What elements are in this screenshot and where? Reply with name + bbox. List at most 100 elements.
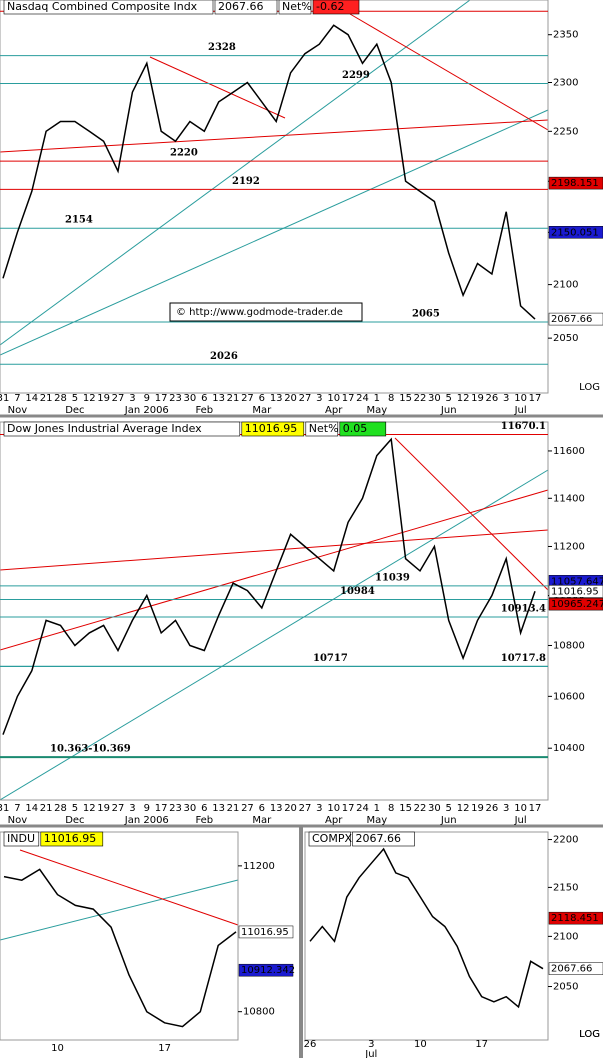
- level-label: 2065: [412, 308, 440, 319]
- price-tag-label: 10965.247: [551, 599, 603, 610]
- header-last-box: [40, 831, 104, 847]
- price-tag-label: 10912.342: [241, 965, 295, 976]
- x-tick-label: 17: [475, 1039, 488, 1050]
- x-month-label: Nov: [8, 815, 28, 826]
- x-tick-label: 15: [399, 803, 412, 814]
- x-tick-label: 13: [270, 393, 283, 404]
- x-tick-label: 10: [327, 803, 340, 814]
- x-tick-label: 20: [284, 803, 297, 814]
- x-tick-label: 19: [97, 803, 110, 814]
- header-last: 2067.66: [356, 832, 402, 845]
- x-tick-label: 28: [54, 803, 67, 814]
- price-tag-label: 11016.95: [241, 927, 289, 938]
- x-tick-label: 23: [169, 803, 182, 814]
- header-net-label: Net%: [282, 0, 312, 13]
- x-tick-label: 30: [184, 393, 197, 404]
- x-tick-label: 30: [428, 803, 441, 814]
- x-tick-label: 17: [155, 393, 168, 404]
- price-tag-label: 2067.66: [551, 314, 592, 325]
- price-tag-label: 2118.451: [551, 913, 599, 924]
- header-last-box: [241, 421, 305, 437]
- y-tick-label: 10800: [553, 640, 585, 651]
- x-tick-label: 26: [485, 393, 498, 404]
- x-tick-label: 10: [514, 393, 527, 404]
- x-tick-label: 8: [388, 803, 394, 814]
- header-title-box: [3, 831, 40, 847]
- price-tag-label: 2198.151: [551, 178, 599, 189]
- x-tick-label: 30: [184, 803, 197, 814]
- x-tick-label: 12: [457, 803, 470, 814]
- x-tick-label: 5: [72, 803, 78, 814]
- header-net-box: [312, 0, 360, 15]
- x-tick-label: 7: [14, 393, 20, 404]
- price-line: [309, 847, 544, 1009]
- x-tick-label: 6: [201, 803, 207, 814]
- price-tag: [548, 312, 603, 326]
- header-net-label: Net%: [309, 422, 339, 435]
- x-tick-label: 21: [227, 393, 240, 404]
- y-tick-label: 11200: [553, 541, 585, 552]
- price-tag: [548, 585, 603, 598]
- y-tick-label: 11200: [243, 861, 275, 872]
- x-tick-label: 21: [40, 393, 53, 404]
- y-tick-label: 10400: [553, 743, 585, 754]
- header-last-box: [214, 0, 278, 15]
- level-label: 10717.8: [501, 653, 546, 664]
- x-tick-label: 14: [25, 803, 38, 814]
- x-tick-label: 5: [446, 393, 452, 404]
- price-tag: [548, 226, 603, 239]
- y-tick-label: 2050: [553, 982, 578, 993]
- y-tick-label: 2200: [553, 835, 578, 846]
- price-tag: [548, 911, 603, 925]
- level-label: 10.363-10.369: [50, 744, 131, 755]
- y-tick-label: 10600: [553, 691, 585, 702]
- price-line: [2, 24, 536, 320]
- header-net: 0.05: [343, 422, 368, 435]
- x-month-label: Dec: [65, 815, 84, 826]
- level-label: 2154: [65, 215, 93, 226]
- x-tick-label: 17: [529, 393, 542, 404]
- x-tick-label: 9: [144, 393, 150, 404]
- x-tick-label: 27: [299, 803, 312, 814]
- x-tick-label: 12: [83, 803, 96, 814]
- x-tick-label: 6: [259, 803, 265, 814]
- x-month-label: Jan 2006: [124, 405, 169, 416]
- header-title: COMPX: [312, 832, 352, 845]
- x-tick-label: 17: [158, 1043, 171, 1054]
- x-tick-label: 22: [414, 803, 427, 814]
- scale-label: LOG: [579, 1029, 600, 1040]
- y-tick-label: 10800: [243, 1007, 275, 1018]
- plot-frame: [0, 831, 239, 1041]
- x-tick-label: 10: [51, 1043, 64, 1054]
- x-tick-label: 3: [368, 1039, 374, 1050]
- price-tag: [238, 925, 294, 939]
- x-tick-label: 3: [503, 393, 509, 404]
- price-tag-label: 11016.95: [551, 586, 599, 597]
- x-tick-label: 23: [169, 393, 182, 404]
- y-tick-label: 2100: [553, 280, 578, 291]
- x-month-label: May: [366, 405, 387, 416]
- level-label: 2220: [170, 148, 198, 159]
- x-month-label: Apr: [325, 815, 343, 826]
- x-tick-label: 5: [72, 393, 78, 404]
- header-last: 11016.95: [44, 832, 97, 845]
- x-month-label: Mar: [252, 815, 272, 826]
- x-tick-label: 6: [201, 393, 207, 404]
- x-tick-label: 27: [112, 803, 125, 814]
- x-tick-label: 24: [356, 393, 369, 404]
- y-tick-label: 2250: [553, 126, 578, 137]
- x-tick-label: 31: [0, 393, 9, 404]
- y-tick-label: 2050: [553, 333, 578, 344]
- header-net: -0.62: [316, 0, 344, 13]
- x-tick-label: 3: [316, 393, 322, 404]
- y-tick-label: 11400: [553, 493, 585, 504]
- x-tick-label: 5: [446, 803, 452, 814]
- x-tick-label: 21: [40, 803, 53, 814]
- x-tick-label: 27: [241, 393, 254, 404]
- x-tick-label: 17: [342, 803, 355, 814]
- x-tick-label: 17: [342, 393, 355, 404]
- x-tick-label: 7: [14, 803, 20, 814]
- x-tick-label: 30: [428, 393, 441, 404]
- x-tick-label: 31: [0, 803, 9, 814]
